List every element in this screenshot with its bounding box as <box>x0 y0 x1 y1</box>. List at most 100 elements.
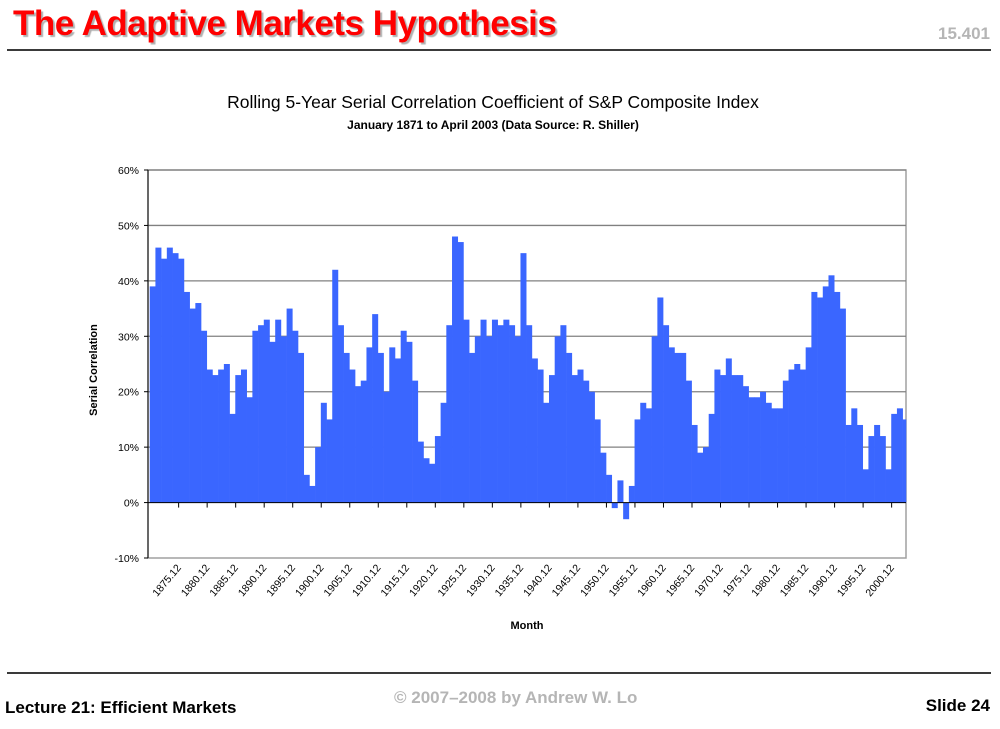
x-tick-label: 1970.12 <box>692 562 726 599</box>
area-bar <box>708 413 715 503</box>
area-bar <box>457 242 464 503</box>
area-bar <box>845 424 852 503</box>
area-bar <box>805 347 812 503</box>
area-bar <box>218 369 225 503</box>
area-bar <box>560 325 567 503</box>
area-bar <box>212 375 219 503</box>
area-bar <box>400 330 407 503</box>
area-bar <box>702 447 710 503</box>
area-bar <box>737 375 744 503</box>
area-bar <box>588 391 595 503</box>
area-bar <box>452 236 459 503</box>
area-bar <box>606 474 613 503</box>
area-bar <box>509 325 516 503</box>
area-bar <box>366 347 373 503</box>
x-tick-label: 1920.12 <box>407 562 441 599</box>
area-bar <box>828 275 835 503</box>
area-bar <box>720 375 727 503</box>
area-bar <box>697 452 704 503</box>
x-tick-label: 1905.12 <box>321 562 355 599</box>
x-tick-label: 1885.12 <box>207 562 241 599</box>
area-bar <box>183 291 190 503</box>
x-tick-label: 1995.12 <box>835 562 869 599</box>
header-divider <box>7 49 991 51</box>
area-bar <box>566 352 573 503</box>
area-bar <box>685 380 692 503</box>
area-bar <box>623 502 630 520</box>
area-bar <box>742 386 749 503</box>
x-tick-label: 1975.12 <box>721 562 755 599</box>
area-bar <box>811 291 818 503</box>
area-bar <box>389 347 396 503</box>
area-bar <box>663 325 670 503</box>
area-bar <box>634 419 641 503</box>
area-bar <box>543 402 550 503</box>
area-bar <box>315 447 322 503</box>
area-bar <box>851 408 858 503</box>
course-number: 15.401 <box>938 24 990 43</box>
area-bar <box>172 253 179 503</box>
y-tick-label: 30% <box>118 331 139 343</box>
area-bar <box>446 325 453 503</box>
y-tick-label: 50% <box>118 220 139 232</box>
area-bar <box>731 375 738 503</box>
y-tick-label: 60% <box>118 165 139 177</box>
area-bar <box>503 319 510 503</box>
area-bar <box>520 253 527 503</box>
area-bar <box>223 364 230 503</box>
area-bar <box>777 408 784 503</box>
area-bar <box>839 308 846 503</box>
area-bar <box>349 369 356 503</box>
area-bar <box>332 269 339 503</box>
area-bar <box>383 391 390 503</box>
area-bar <box>571 375 578 503</box>
x-tick-label: 1990.12 <box>806 562 840 599</box>
area-bar <box>857 424 864 503</box>
area-bar <box>714 369 721 503</box>
copyright: © 2007–2008 by Andrew W. Lo <box>394 688 638 707</box>
y-tick-label: 0% <box>124 498 139 510</box>
area-bar <box>645 408 652 503</box>
area-bar <box>286 308 293 503</box>
area-bar <box>771 408 778 503</box>
area-bar <box>394 358 401 503</box>
area-bar <box>195 303 202 503</box>
area-bar <box>879 436 886 503</box>
area-bar <box>298 352 305 503</box>
area-bar <box>372 314 379 503</box>
x-tick-label: 2000.12 <box>863 562 897 599</box>
area-bar <box>794 364 801 503</box>
area-bar <box>406 341 413 503</box>
area-bar <box>691 424 698 503</box>
y-tick-label: 40% <box>118 276 139 288</box>
area-bar <box>360 380 367 503</box>
area-bar <box>235 375 242 503</box>
area-bar <box>651 336 658 503</box>
area-bar <box>343 352 350 503</box>
y-tick-label: 20% <box>118 387 139 399</box>
area-bar <box>611 502 618 509</box>
area-bar <box>594 419 601 503</box>
x-tick-label: 1915.12 <box>378 562 412 599</box>
area-bar <box>166 247 173 503</box>
y-axis-label: Serial Correlation <box>88 324 100 416</box>
area-bar <box>577 369 584 503</box>
area-bar <box>657 297 664 503</box>
footer-divider <box>7 672 991 674</box>
area-bar <box>486 336 493 503</box>
x-tick-label: 1910.12 <box>350 562 384 599</box>
area-bar <box>178 258 185 503</box>
area-bar <box>628 485 635 503</box>
area-bar <box>817 297 824 503</box>
x-tick-label: 1950.12 <box>578 562 612 599</box>
area-bar <box>149 286 156 503</box>
area-bar <box>834 291 841 503</box>
area-bar <box>640 402 647 503</box>
area-bar <box>252 330 259 503</box>
area-bar <box>201 330 208 503</box>
area-bar <box>480 319 487 503</box>
area-bar <box>355 386 362 503</box>
area-bar <box>320 402 327 503</box>
area-bar <box>412 380 419 503</box>
area-bar <box>680 352 687 503</box>
